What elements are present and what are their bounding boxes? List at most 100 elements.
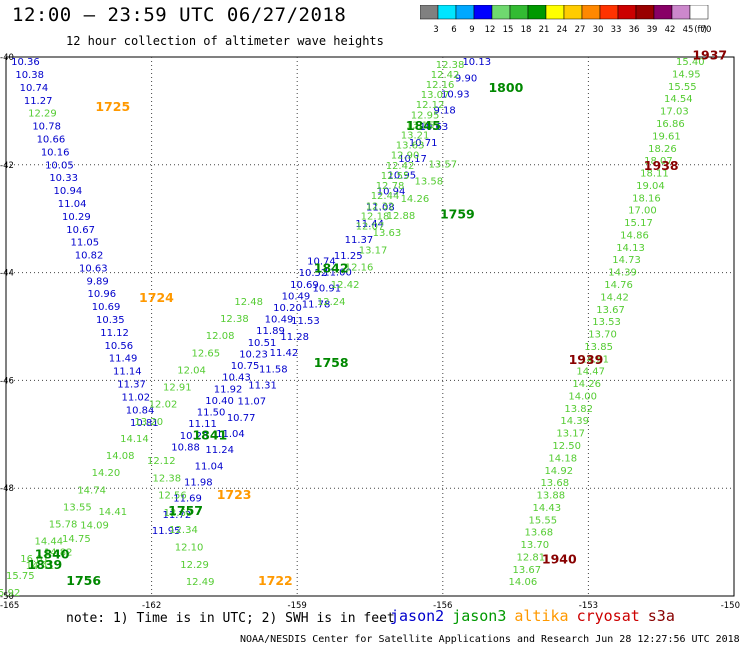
wave-height-value: 11.53 bbox=[291, 316, 320, 327]
wave-height-value: 13.88 bbox=[536, 491, 565, 502]
wave-height-value: 19.61 bbox=[652, 131, 681, 142]
wave-height-value: 18.26 bbox=[648, 144, 677, 155]
wave-height-value: 14.26 bbox=[572, 379, 601, 390]
wave-height-value: 14.76 bbox=[604, 280, 633, 291]
wave-height-value: 10.38 bbox=[15, 70, 44, 81]
pass-time-label: 1757 bbox=[168, 503, 203, 518]
wave-height-value: 15.55 bbox=[528, 515, 557, 526]
wave-height-value: 11.02 bbox=[122, 392, 151, 403]
wave-height-value: 13.57 bbox=[428, 159, 457, 170]
wave-height-value: 14.95 bbox=[672, 69, 701, 80]
pass-time-label: 1758 bbox=[314, 355, 349, 370]
wave-height-value: 12.04 bbox=[177, 365, 206, 376]
wave-height-value: 12.38 bbox=[220, 314, 249, 325]
wave-height-value: 11.37 bbox=[345, 235, 374, 246]
pass-time-label: 1725 bbox=[95, 99, 130, 114]
wave-height-value: 12.10 bbox=[175, 543, 204, 554]
wave-height-value: 10.66 bbox=[37, 134, 66, 145]
x-tick-label: -162 bbox=[142, 601, 161, 610]
wave-height-value: 14.39 bbox=[608, 268, 637, 279]
legend-jason3: jason3 bbox=[452, 607, 506, 625]
wave-height-value: 11.12 bbox=[100, 328, 129, 339]
wave-height-value: 12.12 bbox=[147, 456, 176, 467]
pass-time-label: 1724 bbox=[139, 290, 174, 305]
pass-time-label: 1723 bbox=[217, 487, 252, 502]
wave-height-value: 13.68 bbox=[540, 478, 569, 489]
wave-height-value: 12.49 bbox=[186, 577, 215, 588]
legend-altika: altika bbox=[514, 607, 568, 625]
wave-height-value: 10.56 bbox=[105, 341, 134, 352]
wave-height-value: 11.05 bbox=[71, 238, 100, 249]
legend-s3a: s3a bbox=[648, 607, 675, 625]
wave-height-value: 14.18 bbox=[548, 453, 577, 464]
wave-height-value: 11.58 bbox=[259, 364, 288, 375]
wave-height-value: 11.14 bbox=[113, 367, 142, 378]
wave-height-value: 12.16 bbox=[345, 263, 374, 274]
wave-height-value: 10.43 bbox=[222, 373, 251, 384]
wave-height-value: 10.13 bbox=[462, 57, 491, 68]
satellite-legend: jason2 jason3 altika cryosat s3a bbox=[390, 607, 683, 625]
footer-credit: NOAA/NESDIS Center for Satellite Applica… bbox=[240, 634, 740, 645]
wave-height-value: 11.50 bbox=[197, 408, 226, 419]
wave-height-value: 12.88 bbox=[387, 211, 416, 222]
wave-height-value: 10.40 bbox=[205, 396, 234, 407]
wave-height-value: 14.26 bbox=[401, 194, 430, 205]
wave-height-value: 14.06 bbox=[509, 577, 538, 588]
wave-height-value: 14.92 bbox=[544, 466, 573, 477]
wave-height-value: 11.98 bbox=[184, 478, 213, 489]
wave-height-value: 10.35 bbox=[96, 315, 125, 326]
y-tick-label: -42 bbox=[0, 161, 14, 171]
wave-height-value: 13.20 bbox=[134, 417, 163, 428]
wave-height-value: 15.17 bbox=[624, 218, 653, 229]
wave-height-value: 14.86 bbox=[620, 230, 649, 241]
wave-height-value: 10.88 bbox=[171, 442, 200, 453]
wave-height-value: 9.89 bbox=[86, 276, 108, 287]
pass-time-label: 1938 bbox=[644, 158, 679, 173]
wave-height-value: 13.82 bbox=[564, 404, 593, 415]
wave-height-value: 14.47 bbox=[576, 367, 605, 378]
wave-height-value: 13.63 bbox=[373, 228, 402, 239]
wave-height-value: 14.00 bbox=[568, 391, 597, 402]
wave-height-value: 10.96 bbox=[88, 289, 117, 300]
y-tick-label: -46 bbox=[0, 376, 14, 386]
wave-height-value: 12.65 bbox=[192, 348, 221, 359]
wave-height-value: 14.43 bbox=[532, 503, 561, 514]
legend-jason2: jason2 bbox=[390, 607, 444, 625]
wave-height-value: 13.55 bbox=[63, 502, 92, 513]
wave-height-value: 13.53 bbox=[592, 317, 621, 328]
wave-height-value: 17.00 bbox=[628, 206, 657, 217]
wave-height-value: 10.16 bbox=[41, 147, 70, 158]
wave-height-value: 10.82 bbox=[75, 251, 104, 262]
pass-time-label: 1722 bbox=[258, 573, 293, 588]
wave-height-value: 15.78 bbox=[49, 520, 78, 531]
wave-height-value: 12.91 bbox=[163, 383, 192, 394]
pass-time-label: 1759 bbox=[440, 207, 475, 222]
pass-time-label: 1939 bbox=[569, 352, 604, 367]
wave-height-value: 15.92 bbox=[0, 588, 20, 599]
wave-height-value: 11.31 bbox=[248, 380, 277, 391]
wave-height-value: 14.20 bbox=[92, 468, 121, 479]
wave-height-value: 13.17 bbox=[359, 245, 388, 256]
track-s3a-track: 15.4014.9515.5514.5417.0316.8619.6118.26… bbox=[509, 57, 705, 588]
wave-height-value: 11.92 bbox=[214, 384, 243, 395]
wave-height-value: 14.54 bbox=[664, 94, 693, 105]
y-tick-label: -48 bbox=[0, 484, 14, 494]
wave-height-value: 11.04 bbox=[195, 461, 224, 472]
wave-height-value: 10.78 bbox=[32, 122, 61, 133]
wave-height-value: 14.41 bbox=[98, 507, 127, 518]
wave-height-value: 10.29 bbox=[62, 212, 91, 223]
wave-height-value: 12.56 bbox=[158, 491, 187, 502]
wave-height-value: 12.50 bbox=[552, 441, 581, 452]
wave-height-value: 15.55 bbox=[668, 82, 697, 93]
wave-height-value: 13.68 bbox=[525, 528, 554, 539]
wave-height-value: 11.27 bbox=[24, 96, 53, 107]
wave-height-value: 19.04 bbox=[636, 181, 665, 192]
wave-height-value: 10.05 bbox=[45, 160, 74, 171]
wave-height-value: 14.42 bbox=[600, 292, 629, 303]
footer-note: note: 1) Time is in UTC; 2) SWH is in fe… bbox=[66, 611, 395, 626]
wave-height-value: 10.20 bbox=[273, 303, 302, 314]
wave-height-value: 14.39 bbox=[560, 416, 589, 427]
wave-height-value: 14.13 bbox=[616, 243, 645, 254]
pass-time-label: 1800 bbox=[488, 80, 523, 95]
wave-height-value: 10.75 bbox=[231, 361, 260, 372]
